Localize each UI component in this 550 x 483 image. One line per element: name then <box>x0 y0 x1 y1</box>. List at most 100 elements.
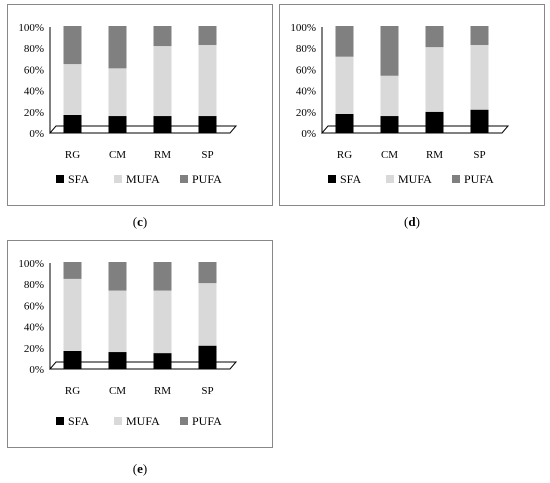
x-tick-label: CM <box>381 149 398 161</box>
y-tick-label: 100% <box>18 258 44 270</box>
bar-mufa-sp <box>198 45 217 117</box>
y-tick-label: 60% <box>24 64 44 76</box>
bar-sfa-rg <box>335 113 354 133</box>
legend-swatch-pufa <box>180 175 188 183</box>
legend-swatch-mufa <box>114 417 122 425</box>
legend-label-pufa: PUFA <box>192 414 222 428</box>
legend-swatch-pufa <box>452 175 460 183</box>
bar-pufa-rg <box>63 27 82 65</box>
x-tick-label: SP <box>201 385 213 397</box>
bar-mufa-rg <box>335 56 354 114</box>
y-tick-label: 0% <box>29 364 44 376</box>
chart-c: 0% 20% 40% 60% 80% 100% RG CM RM SP SFA MUFA PUFA <box>18 22 238 186</box>
bar-sfa-rm <box>425 111 444 133</box>
bar-sfa-rm <box>153 353 172 369</box>
bar-cap <box>335 26 354 28</box>
bar-sfa-sp <box>470 109 489 133</box>
bar-sfa-cm <box>108 116 127 133</box>
bar-mufa-rm <box>153 46 172 117</box>
x-tick-label: RG <box>337 149 352 161</box>
legend-swatch-mufa <box>386 175 394 183</box>
y-tick-label: 80% <box>24 279 44 291</box>
bar-cap <box>425 26 444 28</box>
x-tick-label: CM <box>109 149 126 161</box>
legend-swatch-mufa <box>114 175 122 183</box>
y-tick-label: 80% <box>296 43 316 55</box>
y-tick-label: 100% <box>18 22 44 34</box>
y-tick-label: 40% <box>24 86 44 98</box>
legend-label-mufa: MUFA <box>398 172 432 186</box>
y-tick-label: 0% <box>301 128 316 140</box>
legend-label-mufa: MUFA <box>126 414 160 428</box>
bar-sfa-sp <box>198 345 217 369</box>
y-tick-label: 40% <box>296 86 316 98</box>
y-tick-label: 20% <box>24 107 44 119</box>
x-tick-label: RM <box>154 385 171 397</box>
x-tick-label: RM <box>154 149 171 161</box>
caption-e: (e) <box>132 461 148 476</box>
bar-pufa-rm <box>153 27 172 47</box>
bar-sfa-sp <box>198 116 217 133</box>
x-tick-label: SP <box>201 149 213 161</box>
x-tick-label: RG <box>65 149 80 161</box>
legend-swatch-sfa <box>56 417 64 425</box>
bar-pufa-rm <box>425 27 444 48</box>
chart-panel-d: 0% 20% 40% 60% 80% 100% RG CM RM SP SFA MUFA PUFA <box>279 4 545 206</box>
bar-cap <box>198 262 217 264</box>
bar-pufa-cm <box>108 263 127 291</box>
bar-cap <box>108 262 127 264</box>
caption-d: (d) <box>404 214 420 229</box>
y-tick-label: 20% <box>296 107 316 119</box>
bar-sfa-cm <box>380 116 399 133</box>
chart-e: 0% 20% 40% 60% 80% 100% RG CM RM SP SFA MUFA PUFA <box>18 258 238 428</box>
bar-cap <box>470 26 489 28</box>
bar-sfa-rm <box>153 116 172 133</box>
bar-pufa-sp <box>198 27 217 46</box>
legend-label-pufa: PUFA <box>464 172 494 186</box>
bar-pufa-cm <box>380 27 399 76</box>
legend-label-sfa: SFA <box>68 414 89 428</box>
legend-label-sfa: SFA <box>340 172 361 186</box>
bar-cap <box>153 26 172 28</box>
bar-pufa-rg <box>63 263 82 279</box>
bar-pufa-rm <box>153 263 172 291</box>
bar-mufa-cm <box>108 68 127 117</box>
bar-cap <box>153 262 172 264</box>
bar-pufa-cm <box>108 27 127 69</box>
caption-c: (c) <box>132 214 148 229</box>
legend-swatch-sfa <box>56 175 64 183</box>
legend-swatch-pufa <box>180 417 188 425</box>
y-tick-label: 40% <box>24 322 44 334</box>
bar-mufa-cm <box>108 290 127 353</box>
bar-cap <box>380 26 399 28</box>
bar-mufa-rg <box>63 278 82 351</box>
legend-swatch-sfa <box>328 175 336 183</box>
x-tick-label: CM <box>109 385 126 397</box>
x-tick-label: RM <box>426 149 443 161</box>
bar-mufa-rm <box>425 47 444 112</box>
bar-pufa-rg <box>335 27 354 57</box>
legend-label-pufa: PUFA <box>192 172 222 186</box>
x-tick-label: SP <box>473 149 485 161</box>
y-tick-label: 60% <box>24 300 44 312</box>
y-tick-label: 0% <box>29 128 44 140</box>
bar-pufa-sp <box>198 263 217 284</box>
bar-cap <box>198 26 217 28</box>
bar-mufa-cm <box>380 75 399 117</box>
bar-mufa-rg <box>63 64 82 115</box>
bar-sfa-cm <box>108 352 127 369</box>
bar-cap <box>63 262 82 264</box>
chart-panel-e: 0% 20% 40% 60% 80% 100% RG CM RM SP SFA MUFA PUFA <box>7 240 273 448</box>
bar-sfa-rg <box>63 350 82 369</box>
bar-sfa-rg <box>63 114 82 133</box>
x-tick-label: RG <box>65 385 80 397</box>
y-tick-label: 100% <box>290 22 316 34</box>
chart-panel-c: 0% 20% 40% 60% 80% 100% RG CM RM SP SFA MUFA PUFA <box>7 4 273 206</box>
y-tick-label: 80% <box>24 43 44 55</box>
bar-mufa-sp <box>470 45 489 110</box>
chart-d: 0% 20% 40% 60% 80% 100% RG CM RM SP SFA MUFA PUFA <box>290 22 510 186</box>
bar-cap <box>108 26 127 28</box>
bar-pufa-sp <box>470 27 489 46</box>
bar-mufa-sp <box>198 283 217 346</box>
legend-label-mufa: MUFA <box>126 172 160 186</box>
